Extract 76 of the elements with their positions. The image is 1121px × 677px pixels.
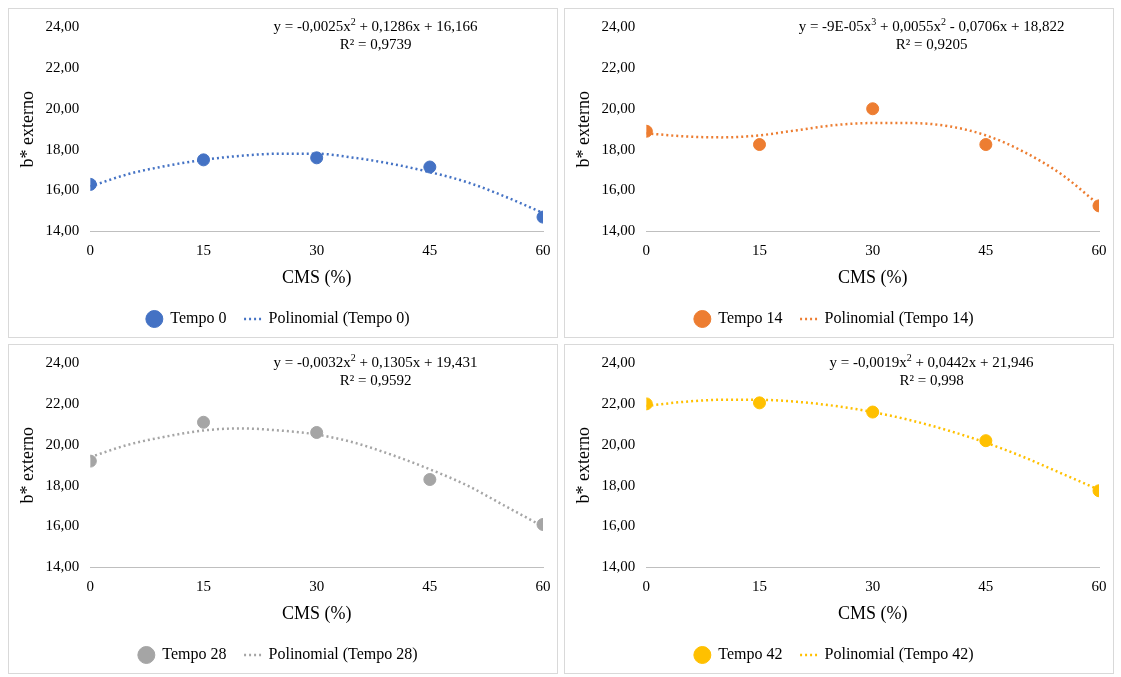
y-tick-label: 18,00 [601,140,636,157]
x-tick-label: 0 [86,242,95,259]
annotation: R² = 0,998 [899,372,964,388]
legend-label: Polinomial (Tempo 14) [824,309,974,328]
y-tick-label: 18,00 [601,476,636,493]
x-tick-label: 45 [422,578,438,595]
x-tick-label: 0 [642,578,651,595]
x-axis-title: CMS (%) [281,602,352,624]
point [866,405,880,419]
y-tick-label: 14,00 [45,222,80,239]
y-tick-label: 20,00 [45,99,80,116]
x-tick-label: 0 [642,242,651,259]
x-axis-title: CMS (%) [837,602,908,624]
legend-label: Tempo 42 [718,645,783,664]
x-tick-label: 60 [535,578,551,595]
y-tick-label: 22,00 [45,394,80,411]
y-tick-label: 16,00 [45,181,80,198]
x-tick-label: 30 [309,578,325,595]
point [423,160,437,174]
x-tick-label: 30 [865,242,881,259]
annotation: R² = 0,9739 [339,36,412,52]
x-tick-label: 60 [1091,242,1107,259]
y-axis-title: b* externo [16,426,37,504]
y-tick-label: 24,00 [601,17,636,34]
annotation: R² = 0,9592 [339,372,412,388]
y-tick-label: 24,00 [45,17,80,34]
legend-label: Polinomial (Tempo 42) [824,645,974,664]
x-tick-label: 30 [865,578,881,595]
x-tick-label: 60 [535,242,551,259]
y-tick-label: 22,00 [45,58,80,75]
legend-label: Tempo 0 [170,309,227,328]
y-tick-label: 14,00 [45,558,80,575]
y-tick-label: 18,00 [45,476,80,493]
y-tick-label: 20,00 [601,435,636,452]
point [979,434,993,448]
legend-label: Tempo 28 [162,645,227,664]
x-tick-label: 15 [752,578,768,595]
legend-label: Polinomial (Tempo 28) [268,645,418,664]
y-axis-title: b* externo [572,426,593,504]
point [197,153,211,167]
x-tick-label: 15 [196,578,212,595]
y-tick-label: 24,00 [601,353,636,370]
y-tick-label: 22,00 [601,394,636,411]
y-tick-label: 24,00 [45,353,80,370]
y-tick-label: 14,00 [601,222,636,239]
point [866,102,880,116]
x-tick-label: 45 [978,578,994,595]
x-axis-title: CMS (%) [837,266,908,288]
point [753,396,767,410]
y-axis-title: b* externo [16,90,37,168]
x-tick-label: 0 [86,578,95,595]
y-tick-label: 20,00 [601,99,636,116]
y-tick-label: 20,00 [45,435,80,452]
y-tick-label: 14,00 [601,558,636,575]
x-tick-label: 45 [978,242,994,259]
y-tick-label: 18,00 [45,140,80,157]
legend-label: Polinomial (Tempo 0) [268,309,410,328]
point [979,138,993,152]
point [310,151,324,165]
x-tick-label: 45 [422,242,438,259]
y-tick-label: 16,00 [601,181,636,198]
point [423,473,437,487]
point [753,138,767,152]
y-tick-label: 16,00 [45,517,80,534]
legend-label: Tempo 14 [718,309,783,328]
y-axis-title: b* externo [572,90,593,168]
x-axis-title: CMS (%) [281,266,352,288]
x-tick-label: 15 [752,242,768,259]
annotation: R² = 0,9205 [895,36,968,52]
point [197,415,211,429]
point [310,426,324,439]
x-tick-label: 15 [196,242,212,259]
x-tick-label: 60 [1091,578,1107,595]
y-tick-label: 22,00 [601,58,636,75]
y-tick-label: 16,00 [601,517,636,534]
x-tick-label: 30 [309,242,325,259]
